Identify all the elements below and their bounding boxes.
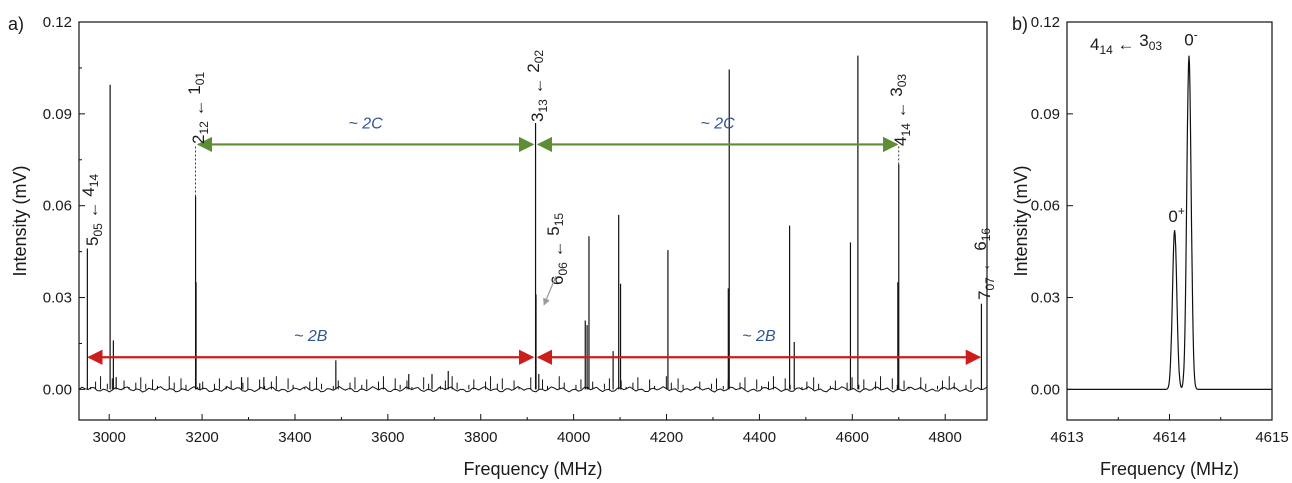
y-tick-label: 0.03	[43, 290, 72, 307]
transition-2-12-pre: 2	[189, 135, 208, 144]
transition-7-07-pre-sub: 07	[983, 277, 997, 291]
panel-b: b) 4613 4614 4615 0.00 0.03 0.06 0.09 0.12 Freq…	[1011, 14, 1289, 479]
transition-2-12-post-sub: 01	[193, 72, 207, 86]
transition-3-13-pre: 3	[528, 113, 547, 122]
y-tick-label: 0.06	[43, 198, 72, 215]
x-tick-label: 4200	[650, 429, 683, 446]
transition-5-05-arrow: ←	[83, 197, 102, 223]
panel-b-transition-post-sub: 03	[1149, 39, 1163, 53]
panel-a: a) ~ 2C ~ 2C ~ 2B ~ 2B 3000 3200 3400 3600 3800…	[8, 14, 997, 479]
transition-7-07: 707 ← 616	[971, 228, 997, 300]
transition-3-13-post-sub: 02	[532, 50, 546, 64]
transition-4-14: 414 ← 303	[887, 74, 913, 146]
y-tick-label: 0.00	[1031, 381, 1060, 398]
panel-b-x-axis-title: Frequency (MHz)	[1100, 459, 1239, 479]
transition-3-13-pre-sub: 13	[536, 99, 550, 113]
y-tick-label: 0.03	[1031, 290, 1060, 307]
x-tick-label: 4615	[1255, 429, 1288, 446]
transition-7-07-pre: 7	[975, 291, 994, 300]
transition-5-05: 505 ← 414	[79, 174, 105, 246]
x-tick-label: 3800	[464, 429, 497, 446]
panel-b-transition-pre-sub: 14	[1099, 43, 1113, 57]
zero-minus-label-base: 0	[1184, 31, 1193, 50]
y-tick-label: 0.06	[1031, 198, 1060, 215]
transition-6-06-post: 5	[544, 226, 563, 235]
x-tick-label: 3000	[93, 429, 126, 446]
zero-minus-label-sup: -	[1194, 28, 1198, 42]
y-tick-label: 0.12	[43, 14, 72, 31]
transition-4-14-pre: 4	[891, 137, 910, 146]
transition-6-06-post-sub: 15	[552, 213, 566, 227]
b-left-spacing-label: ~ 2B	[294, 328, 328, 345]
transition-2-12-pre-sub: 12	[197, 121, 211, 135]
transition-4-14-post-sub: 03	[895, 74, 909, 88]
panel-b-transition: 414 ← 303	[1090, 31, 1162, 57]
transition-5-05-post: 4	[79, 187, 98, 196]
x-tick-label: 3400	[278, 429, 311, 446]
b-right-spacing-label: ~ 2B	[742, 328, 776, 345]
zero-plus-label: 0+	[1168, 204, 1184, 226]
transition-6-06-pre-sub: 06	[556, 262, 570, 276]
x-tick-label: 4000	[557, 429, 590, 446]
panel-a-x-axis-title: Frequency (MHz)	[463, 459, 602, 479]
panel-a-y-axis-title: Intensity (mV)	[10, 165, 30, 276]
transition-2-12-post: 1	[185, 85, 204, 94]
x-tick-label: 3200	[185, 429, 218, 446]
transition-4-14-pre-sub: 14	[899, 123, 913, 137]
x-tick-label: 3600	[371, 429, 404, 446]
transition-7-07-arrow: ←	[975, 251, 994, 277]
transition-4-14-arrow: ←	[891, 97, 910, 123]
transition-4-14-post: 3	[887, 87, 906, 96]
zero-plus-label-sup: +	[1178, 204, 1185, 218]
panel-b-y-axis-title: Intensity (mV)	[1011, 165, 1031, 276]
transition-2-12-arrow: ←	[189, 95, 208, 121]
c-left-spacing-label: ~ 2C	[348, 115, 383, 132]
y-tick-label: 0.12	[1031, 14, 1060, 31]
x-tick-label: 4614	[1153, 429, 1186, 446]
transition-2-12: 212 ← 101	[185, 72, 211, 144]
y-tick-label: 0.09	[43, 106, 72, 123]
transition-5-05-post-sub: 14	[87, 174, 101, 188]
zero-plus-label-base: 0	[1168, 207, 1177, 226]
panel-b-transition-pre: 4	[1090, 35, 1099, 54]
pointer-6-06-arrow	[543, 275, 557, 306]
x-tick-label: 4600	[836, 429, 869, 446]
panel-b-transition-arrow: ←	[1113, 35, 1139, 54]
panel-a-spectrum-trace	[78, 386, 988, 393]
c-right-spacing-label: ~ 2C	[700, 115, 735, 132]
transition-7-07-post: 6	[971, 241, 990, 250]
panel-a-frame	[78, 21, 988, 421]
transition-5-05-pre: 5	[83, 237, 102, 246]
y-tick-label: 0.00	[43, 381, 72, 398]
x-tick-label: 4400	[743, 429, 776, 446]
x-tick-label: 4800	[929, 429, 962, 446]
x-tick-label: 4613	[1050, 429, 1083, 446]
panel-b-transition-post: 3	[1139, 31, 1148, 50]
transition-6-06-arrow: ←	[548, 236, 567, 262]
transition-3-13-post: 2	[524, 63, 543, 72]
panel-a-label: a)	[8, 14, 24, 34]
zero-minus-label: 0-	[1184, 28, 1197, 50]
y-tick-label: 0.09	[1031, 106, 1060, 123]
panel-b-spectrum-trace	[1067, 55, 1272, 390]
transition-5-05-pre-sub: 05	[91, 223, 105, 237]
transition-6-06: 606 ← 515	[544, 213, 570, 285]
transition-6-06-pre: 6	[548, 276, 567, 285]
panel-b-label: b)	[1012, 14, 1028, 34]
transition-7-07-post-sub: 16	[979, 228, 993, 242]
transition-3-13: 313 ← 202	[524, 50, 550, 122]
transition-3-13-arrow: ←	[528, 73, 547, 99]
